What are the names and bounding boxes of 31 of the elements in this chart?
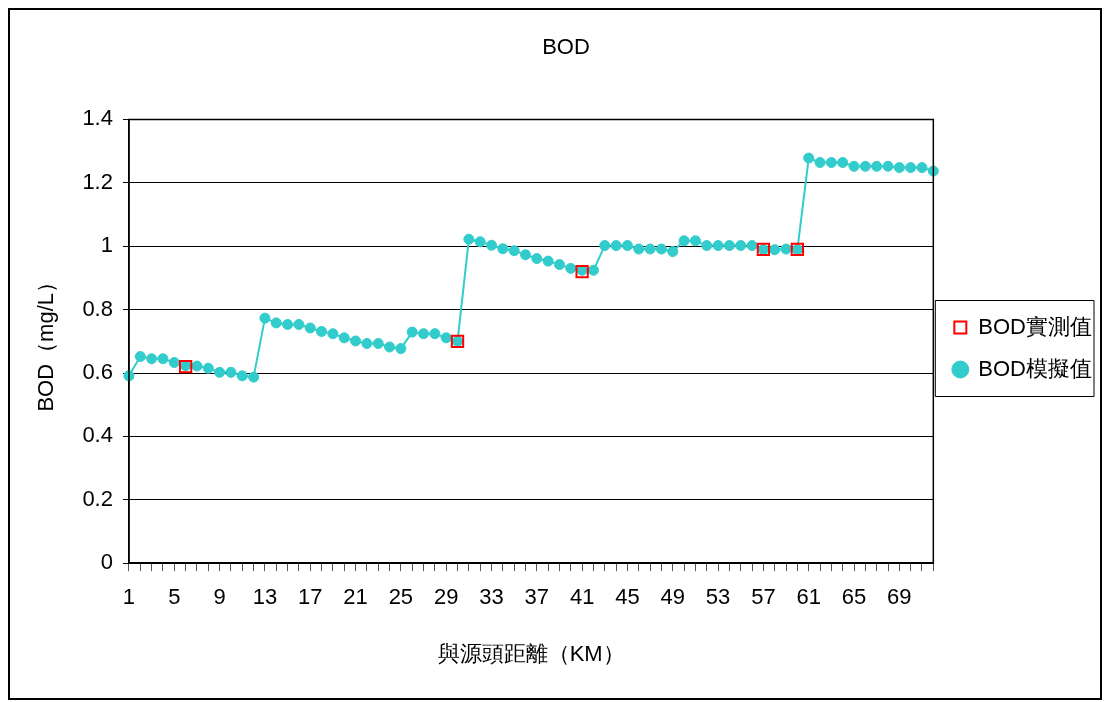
x-tick-label: 45 [615, 584, 640, 610]
x-tick-label: 5 [168, 584, 181, 610]
x-tick-label: 13 [252, 584, 278, 610]
x-axis-title: 與源頭距離（KM） [437, 640, 625, 666]
x-tick-label: 9 [213, 584, 226, 610]
legend-label: BOD模擬值 [978, 355, 1093, 381]
x-tick-label: 61 [796, 584, 821, 610]
y-tick-label: 0.6 [82, 359, 113, 385]
x-tick-label: 17 [298, 584, 323, 610]
y-tick-label: 0 [100, 549, 113, 575]
y-axis-title: BOD（mg/L） [33, 271, 59, 412]
y-tick-label: 0.4 [82, 422, 113, 448]
x-tick-label: 41 [569, 584, 595, 610]
legend-label: BOD實測值 [978, 313, 1093, 339]
y-tick-label: 1 [100, 232, 113, 258]
y-tick-label: 0.8 [82, 295, 113, 321]
x-tick-label: 29 [433, 584, 459, 610]
x-tick-label: 25 [388, 584, 414, 610]
x-tick-label: 49 [660, 584, 686, 610]
y-tick-label: 1.2 [82, 168, 113, 194]
x-tick-label: 33 [479, 584, 504, 610]
x-tick-label: 65 [841, 584, 867, 610]
x-tick-label: 1 [122, 584, 136, 610]
x-tick-label: 57 [751, 584, 776, 610]
y-tick-label: 1.4 [82, 105, 113, 131]
x-tick-label: 53 [705, 584, 731, 610]
x-tick-label: 21 [343, 584, 368, 610]
chart-title: BOD [542, 34, 590, 60]
x-tick-label: 37 [524, 584, 550, 610]
y-tick-label: 0.2 [82, 485, 113, 511]
x-tick-label: 69 [887, 584, 912, 610]
